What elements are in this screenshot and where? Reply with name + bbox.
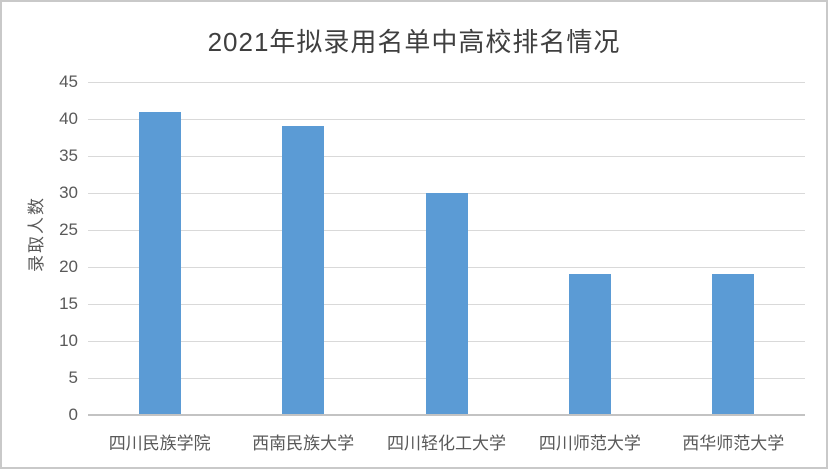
y-tick-label: 5 — [68, 368, 78, 387]
x-axis-line — [88, 414, 805, 416]
bar-西华师范大学 — [712, 274, 755, 415]
bar-四川民族学院 — [138, 111, 181, 415]
x-category-label: 四川轻化工大学 — [387, 434, 506, 453]
x-category-label: 西华师范大学 — [682, 434, 785, 453]
x-category-label: 西南民族大学 — [252, 434, 355, 453]
gridline — [88, 81, 805, 83]
plot-area — [88, 81, 805, 416]
x-category-label: 四川师范大学 — [538, 434, 641, 453]
chart-title: 2021年拟录用名单中高校排名情况 — [207, 27, 621, 57]
bar-西南民族大学 — [282, 126, 325, 415]
y-tick-label: 40 — [59, 109, 78, 128]
y-tick-label: 0 — [68, 405, 78, 424]
y-tick-label: 10 — [59, 331, 78, 350]
y-tick-label: 45 — [59, 72, 78, 91]
y-tick-label: 15 — [59, 294, 78, 313]
bar-四川轻化工大学 — [425, 193, 468, 415]
x-category-label: 四川民族学院 — [108, 434, 211, 453]
gridline — [88, 118, 805, 120]
bar-四川师范大学 — [568, 274, 611, 415]
y-tick-label: 30 — [59, 183, 78, 202]
gridline — [88, 155, 805, 157]
y-tick-label: 20 — [59, 257, 78, 276]
y-tick-label: 35 — [59, 146, 78, 165]
y-tick-label: 25 — [59, 220, 78, 239]
